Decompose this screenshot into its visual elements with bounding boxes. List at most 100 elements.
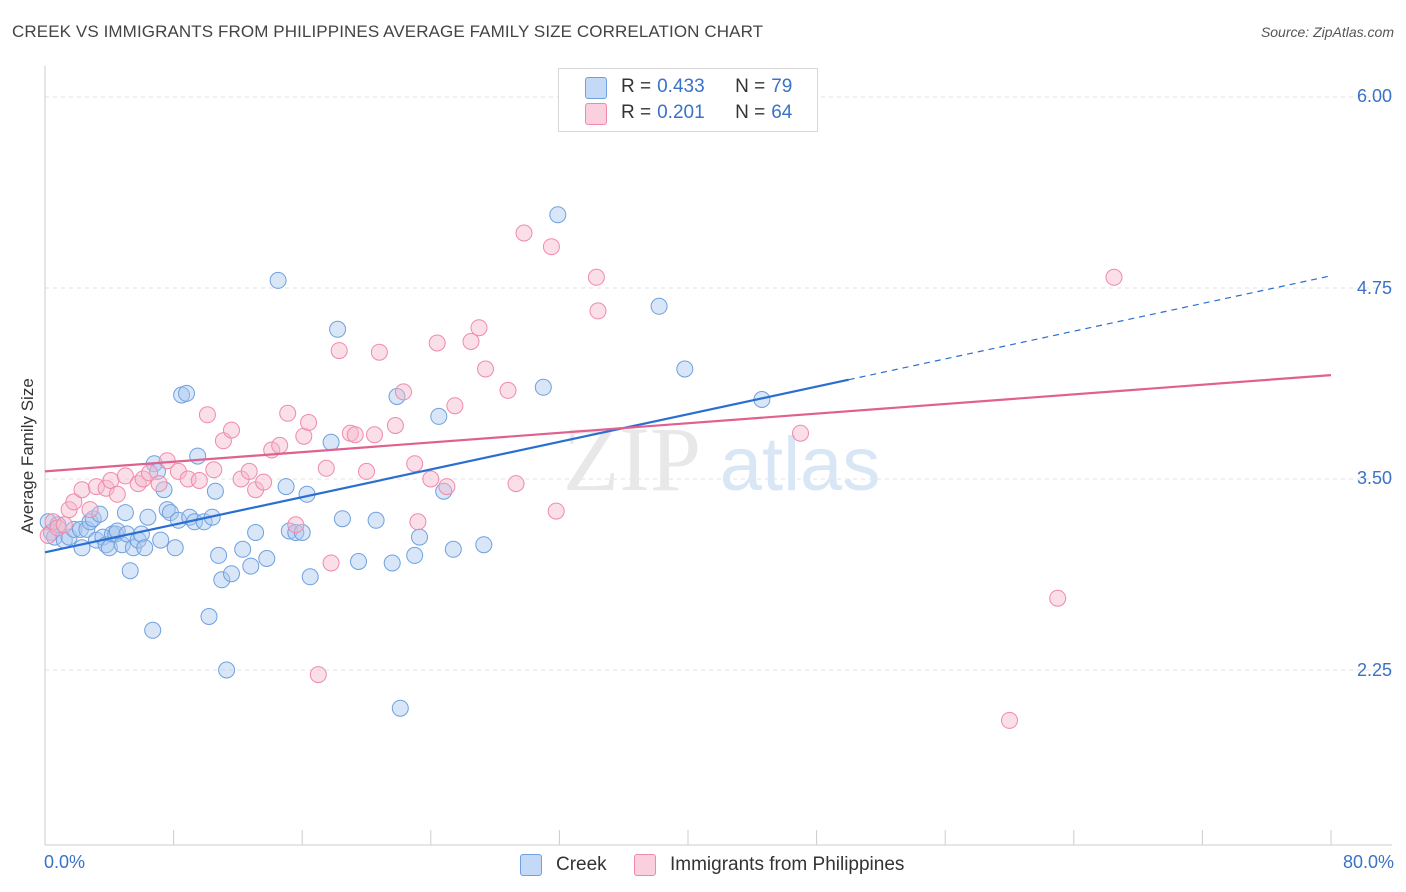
watermark: ZIP atlas: [563, 408, 880, 510]
x-axis-min-label: 0.0%: [44, 852, 86, 872]
philippines-point: [358, 462, 375, 480]
creek-point: [350, 553, 367, 570]
creek-point: [534, 378, 552, 396]
series-legend: Creek Immigrants from Philippines: [0, 852, 1406, 878]
creek-point: [178, 384, 195, 402]
creek-point: [333, 510, 351, 528]
philippines-point: [198, 406, 216, 424]
creek-point: [258, 550, 276, 567]
philippines-point: [507, 475, 525, 493]
philippines-point: [370, 343, 388, 361]
philippines-point: [240, 462, 258, 480]
legend-item-philippines[interactable]: Immigrants from Philippines: [634, 852, 904, 878]
philippines-point: [587, 268, 605, 286]
legend-n-value: 64: [771, 102, 793, 123]
creek-point: [444, 540, 462, 558]
creek-point: [475, 536, 493, 554]
watermark-atlas: atlas: [720, 422, 881, 507]
philippines-point: [438, 478, 456, 496]
legend-swatch-philippines: [634, 854, 656, 876]
creek-point: [152, 531, 170, 549]
creek-point: [200, 608, 218, 625]
creek-point: [676, 360, 694, 378]
legend-swatch-philippines: [585, 103, 607, 125]
creek-point: [158, 501, 176, 519]
philippines-point: [515, 224, 533, 242]
legend-label-creek: Creek: [556, 854, 607, 875]
creek-point: [269, 271, 287, 289]
philippines-point: [129, 475, 147, 493]
philippines-point: [462, 333, 480, 350]
philippines-point: [1001, 711, 1018, 729]
creek-point: [206, 482, 224, 500]
legend-row-creek: R = 0.433 N = 79: [585, 75, 793, 99]
philippines-point: [386, 417, 404, 434]
legend-row-philippines: R = 0.201 N = 64: [585, 101, 793, 125]
philippines-point: [589, 302, 607, 320]
philippines-point: [446, 397, 464, 415]
creek-point: [100, 539, 118, 557]
philippines-point: [322, 554, 340, 572]
creek-point: [213, 571, 231, 589]
creek-point: [280, 522, 298, 540]
philippines-point: [542, 238, 560, 256]
philippines-point: [309, 666, 327, 684]
creek-point: [189, 447, 207, 465]
philippines-point: [470, 319, 488, 337]
y-tick-label: 3.50: [1356, 468, 1392, 488]
creek-point: [166, 539, 184, 557]
philippines-point: [150, 475, 168, 493]
philippines-point: [406, 455, 424, 473]
creek-point: [91, 505, 109, 523]
philippines-point: [255, 473, 273, 491]
philippines-point: [223, 421, 240, 439]
creek-point: [121, 562, 139, 580]
philippines-point: [330, 342, 348, 360]
chart-source: Source: ZipAtlas.com: [1260, 24, 1394, 40]
creek-point: [383, 554, 401, 572]
chart-title: CREEK VS IMMIGRANTS FROM PHILIPPINES AVE…: [12, 22, 764, 41]
philippines-point: [190, 472, 208, 489]
creek-point: [367, 511, 385, 529]
correlation-legend: R = 0.433 N = 79 R = 0.201 N = 64: [558, 68, 818, 132]
creek-trend-line: [44, 378, 849, 554]
creek-point: [210, 546, 228, 564]
philippines-point: [1105, 268, 1123, 286]
philippines-point: [141, 464, 158, 482]
philippines-point: [116, 467, 134, 485]
creek-point: [549, 206, 567, 224]
legend-r-label: R =: [621, 102, 652, 123]
legend-swatch-creek: [520, 854, 542, 876]
creek-point: [247, 524, 265, 541]
axes: [44, 66, 1392, 846]
creek-point: [650, 297, 668, 315]
creek-point: [301, 568, 319, 586]
creek-trend-extension: [848, 275, 1332, 381]
data-points: [39, 206, 1123, 729]
creek-point: [136, 539, 154, 557]
y-tick-label: 4.75: [1356, 278, 1392, 298]
philippines-point: [366, 426, 383, 444]
philippines-point: [81, 501, 99, 519]
philippines-point: [134, 470, 152, 488]
creek-point: [144, 621, 162, 639]
philippines-point: [409, 513, 427, 531]
philippines-point: [547, 502, 565, 520]
philippines-point: [279, 404, 297, 422]
creek-point: [391, 699, 409, 717]
philippines-trend-line: [44, 373, 1332, 473]
creek-point: [223, 565, 240, 583]
legend-r-label: R =: [621, 76, 652, 97]
legend-item-creek[interactable]: Creek: [520, 852, 607, 878]
creek-point: [329, 320, 347, 338]
philippines-point: [346, 426, 364, 444]
gridlines: [45, 96, 1392, 671]
creek-point: [242, 557, 260, 575]
creek-point: [139, 508, 157, 526]
legend-n-value: 79: [771, 76, 793, 97]
creek-point: [116, 504, 134, 522]
philippines-point: [65, 493, 83, 511]
legend-label-philippines: Immigrants from Philippines: [670, 854, 905, 875]
creek-point: [435, 482, 453, 500]
